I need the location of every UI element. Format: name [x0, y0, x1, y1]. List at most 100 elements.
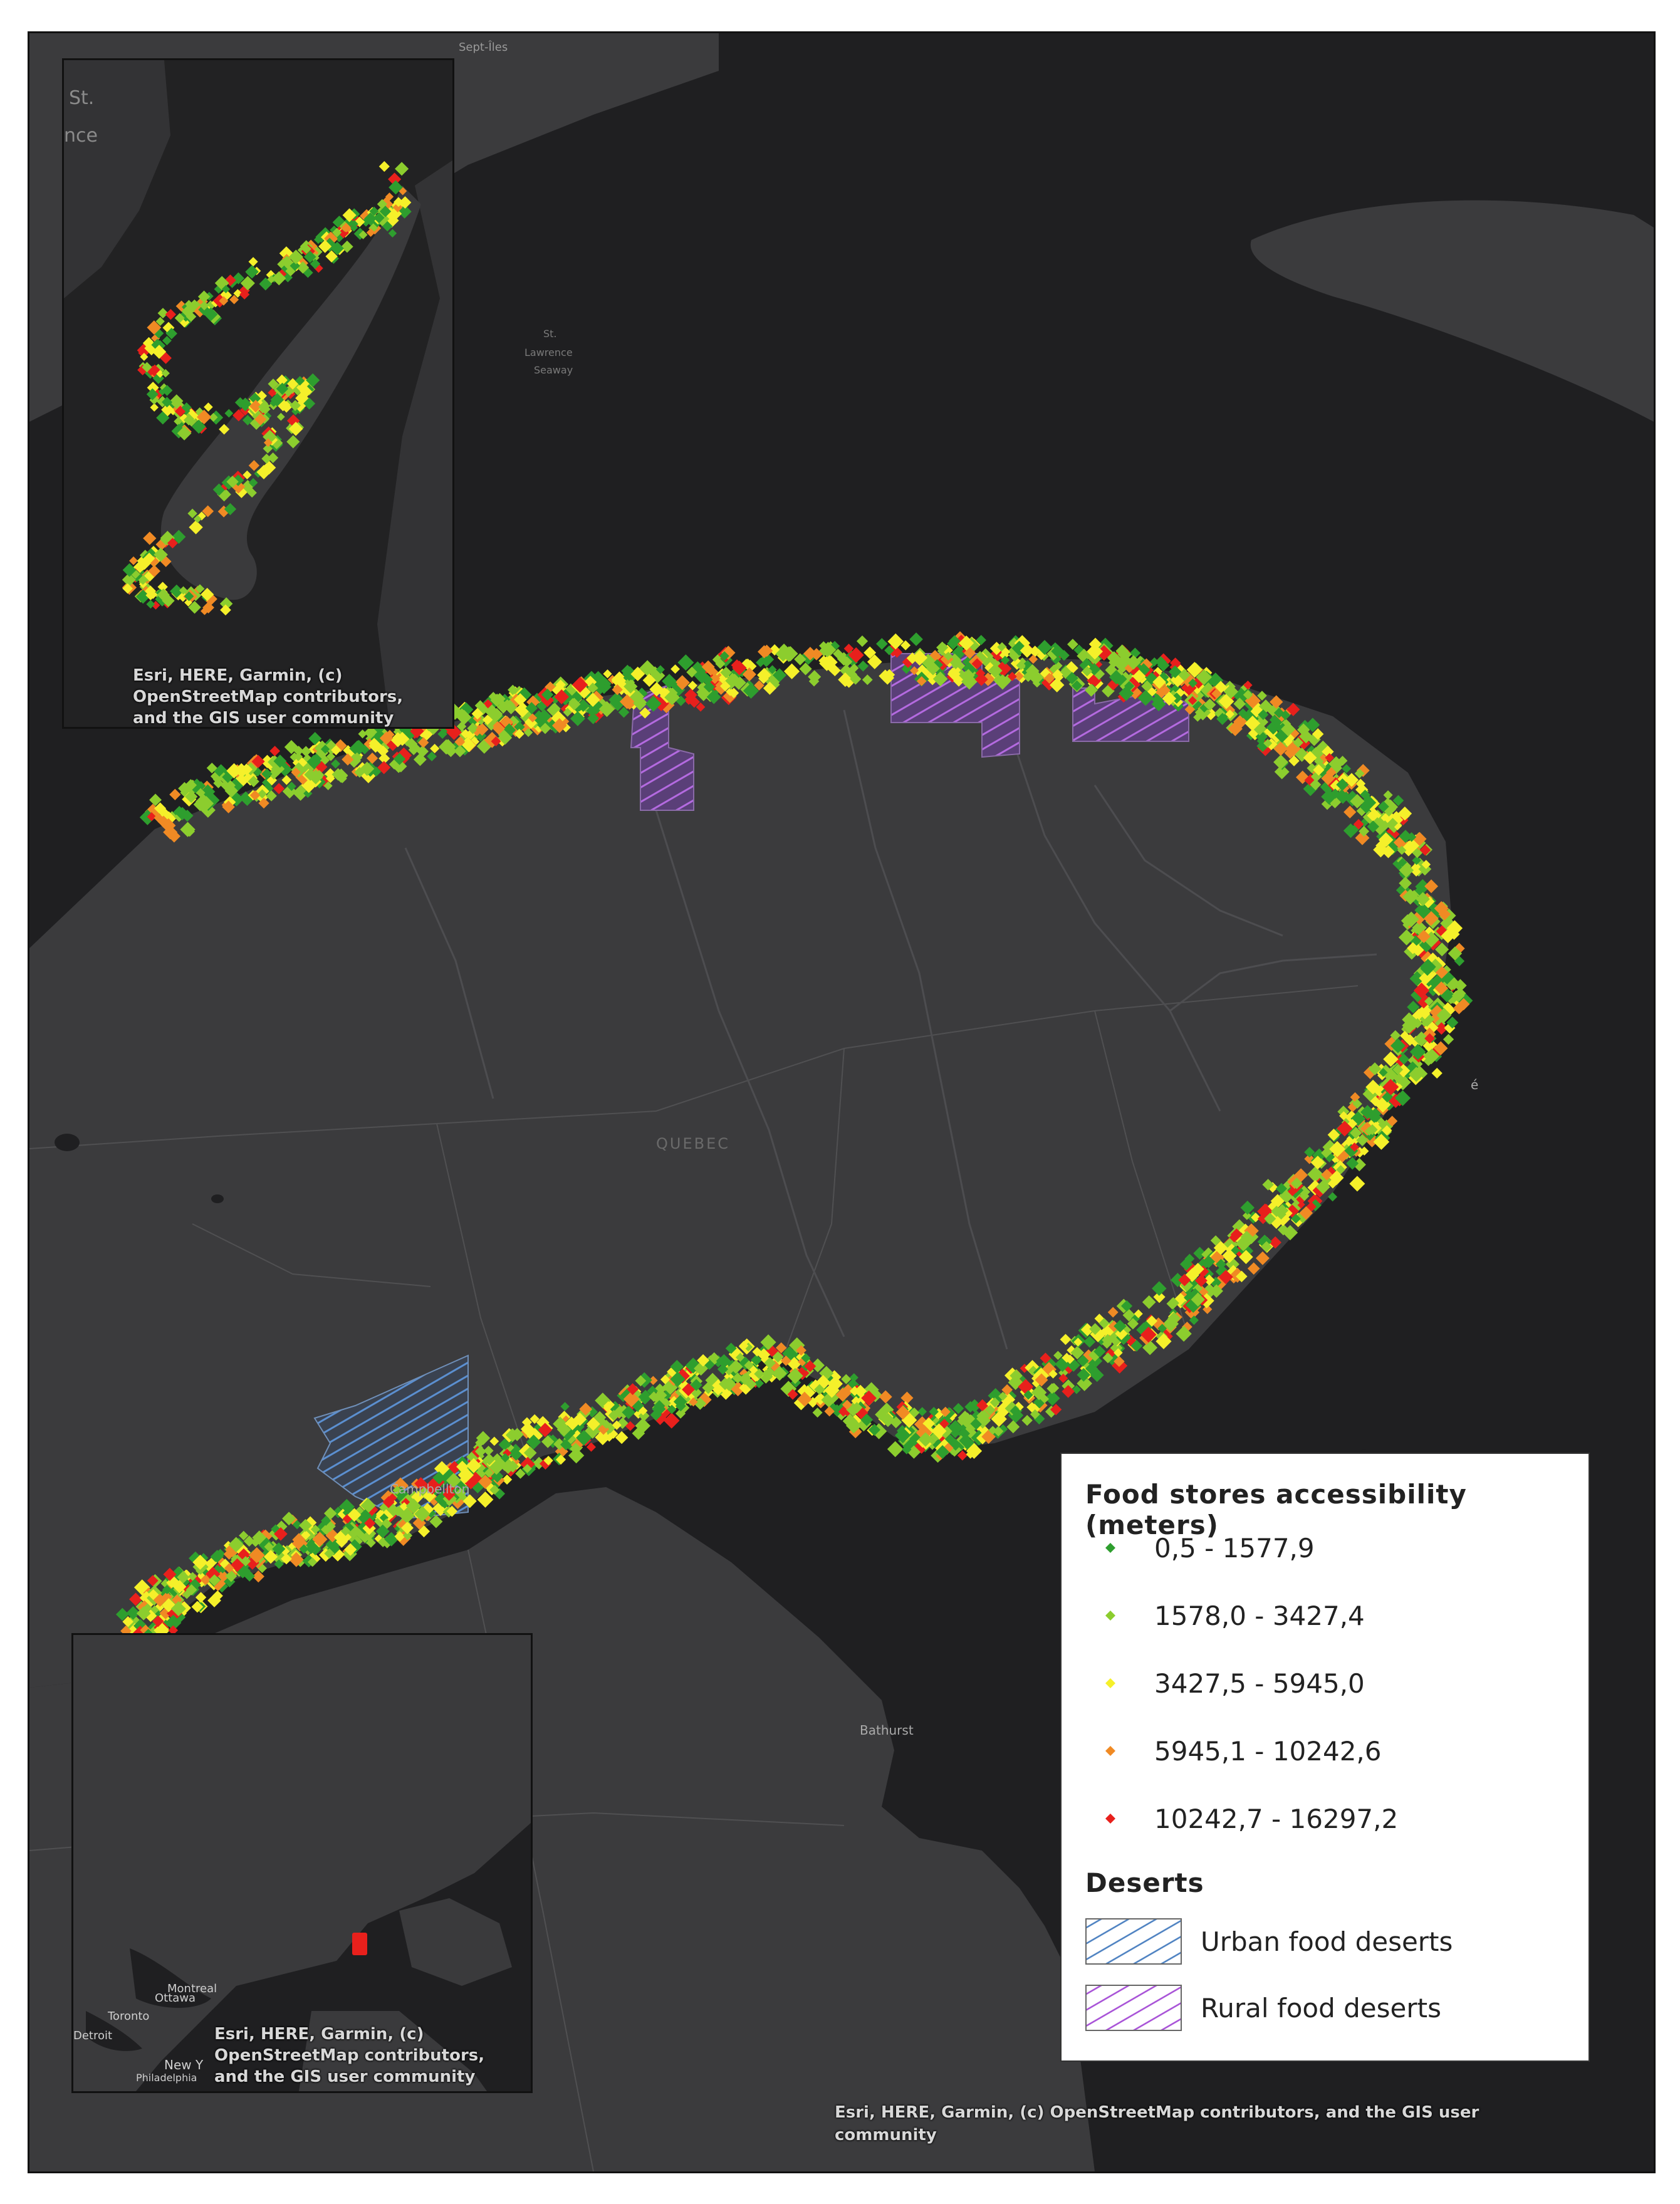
accessibility-point	[379, 206, 392, 217]
inset-map-top[interactable]: St. nce Esri, HERE, Garmin, (c) OpenStre…	[62, 58, 454, 729]
accessibility-point	[454, 744, 466, 758]
accessibility-point	[1419, 1008, 1431, 1020]
accessibility-point	[269, 746, 280, 756]
accessibility-point	[427, 723, 439, 735]
accessibility-point	[143, 531, 157, 545]
accessibility-point	[366, 228, 375, 237]
accessibility-point	[249, 790, 261, 801]
accessibility-point	[971, 658, 983, 669]
accessibility-point	[702, 1381, 715, 1394]
accessibility-point	[508, 684, 518, 696]
accessibility-point	[1195, 1274, 1208, 1287]
accessibility-point	[491, 1470, 504, 1483]
accessibility-point	[242, 415, 253, 426]
accessibility-point	[757, 667, 772, 682]
accessibility-point	[1235, 1235, 1251, 1251]
accessibility-point	[1257, 691, 1267, 701]
accessibility-point	[975, 668, 986, 679]
accessibility-point	[219, 424, 230, 435]
accessibility-point	[1453, 1002, 1465, 1015]
accessibility-point	[1352, 1157, 1366, 1172]
accessibility-point	[1313, 764, 1325, 776]
accessibility-point	[670, 1360, 684, 1374]
accessibility-point	[404, 729, 415, 741]
accessibility-point	[957, 1416, 967, 1426]
accessibility-point	[621, 664, 634, 677]
accessibility-point	[253, 767, 263, 777]
accessibility-point	[197, 290, 211, 303]
accessibility-point	[957, 1450, 968, 1461]
accessibility-point	[775, 1342, 787, 1354]
accessibility-point	[838, 672, 853, 687]
accessibility-point	[1107, 679, 1119, 691]
accessibility-point	[1314, 756, 1324, 766]
accessibility-point	[1167, 1297, 1179, 1309]
accessibility-point	[1051, 644, 1065, 658]
accessibility-point	[1058, 1367, 1068, 1378]
accessibility-point	[274, 1527, 288, 1541]
accessibility-point	[224, 409, 234, 418]
accessibility-point	[163, 1567, 177, 1581]
accessibility-point	[331, 759, 340, 769]
accessibility-points[interactable]	[115, 631, 1473, 1657]
inset-map-bottom[interactable]: Montreal Ottawa Toronto Detroit New Y Ph…	[71, 1633, 533, 2093]
accessibility-point	[850, 664, 859, 673]
accessibility-point	[394, 1531, 405, 1542]
accessibility-point	[239, 289, 250, 300]
inset-bottom-map: Montreal Ottawa Toronto Detroit New Y Ph…	[73, 1635, 531, 2091]
accessibility-point	[745, 1379, 757, 1390]
seaway-label-2: Lawrence	[524, 347, 573, 358]
accessibility-point	[1367, 820, 1379, 833]
accessibility-point	[1412, 855, 1421, 865]
legend-row-class-5: 10242,7 - 16297,2	[1085, 1800, 1398, 1837]
accessibility-point	[129, 556, 138, 565]
accessibility-point	[504, 699, 515, 711]
accessibility-point	[208, 1574, 221, 1587]
accessibility-point	[1263, 738, 1273, 748]
accessibility-point	[1223, 1236, 1239, 1253]
accessibility-point	[1409, 1043, 1426, 1060]
accessibility-point	[1398, 1053, 1410, 1065]
accessibility-point	[462, 1494, 477, 1508]
accessibility-point	[586, 1442, 597, 1452]
accessibility-point	[1018, 1379, 1034, 1395]
accessibility-point	[647, 1386, 658, 1397]
accessibility-point	[1343, 823, 1359, 838]
accessibility-point	[1146, 1315, 1158, 1327]
inset-top-points	[122, 161, 412, 616]
accessibility-point	[1329, 1141, 1345, 1157]
accessibility-point	[1193, 1246, 1206, 1260]
accessibility-point	[191, 1601, 204, 1613]
accessibility-point	[1354, 768, 1365, 779]
accessibility-point	[1140, 1327, 1157, 1343]
accessibility-point	[405, 1498, 422, 1514]
accessibility-point	[249, 392, 261, 405]
accessibility-point	[202, 505, 214, 518]
accessibility-point	[538, 1423, 553, 1438]
accessibility-point	[1440, 1002, 1456, 1018]
accessibility-point	[803, 647, 817, 661]
accessibility-point	[1006, 1420, 1020, 1434]
accessibility-point	[502, 1474, 513, 1485]
legend-diamond-icon	[1105, 1678, 1115, 1688]
accessibility-point	[392, 1485, 402, 1495]
urban-food-desert[interactable]	[313, 1354, 469, 1520]
accessibility-point	[1213, 1240, 1228, 1255]
accessibility-point	[427, 751, 437, 761]
accessibility-point	[286, 414, 300, 427]
accessibility-point	[588, 1426, 599, 1438]
accessibility-point	[295, 770, 311, 785]
accessibility-point	[598, 701, 615, 718]
accessibility-point	[1328, 796, 1342, 808]
accessibility-point	[1258, 709, 1269, 720]
accessibility-point	[323, 1507, 337, 1520]
accessibility-point	[917, 1407, 927, 1416]
accessibility-point	[395, 1531, 411, 1546]
accessibility-point	[754, 680, 764, 691]
accessibility-point	[1307, 1166, 1323, 1183]
accessibility-point	[894, 1427, 911, 1444]
legend-label-class-4: 5945,1 - 10242,6	[1154, 1735, 1382, 1767]
accessibility-point	[827, 1376, 843, 1392]
accessibility-point	[796, 1345, 806, 1356]
accessibility-point	[563, 708, 572, 717]
